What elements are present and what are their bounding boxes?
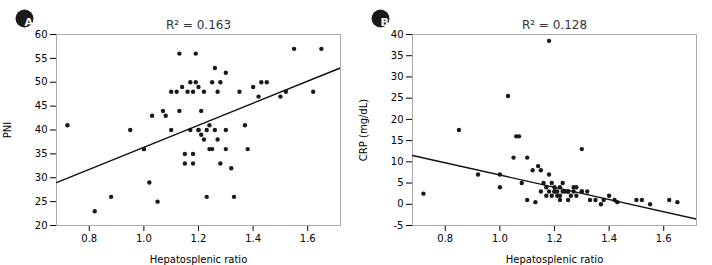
svg-text:1.6: 1.6 bbox=[656, 233, 672, 244]
svg-text:40: 40 bbox=[35, 124, 48, 135]
svg-text:1.0: 1.0 bbox=[136, 233, 152, 244]
svg-text:0: 0 bbox=[397, 198, 403, 209]
svg-text:35: 35 bbox=[391, 50, 404, 61]
svg-text:20: 20 bbox=[391, 114, 404, 125]
svg-text:R² = 0.163: R² = 0.163 bbox=[166, 18, 231, 32]
svg-text:25: 25 bbox=[35, 196, 48, 207]
svg-text:0.8: 0.8 bbox=[81, 233, 97, 244]
svg-text:1.4: 1.4 bbox=[601, 233, 617, 244]
svg-text:60: 60 bbox=[35, 29, 48, 40]
svg-text:R² = 0.128: R² = 0.128 bbox=[522, 18, 587, 32]
svg-text:PNI: PNI bbox=[2, 122, 13, 138]
svg-text:10: 10 bbox=[391, 156, 404, 167]
svg-text:CRP (mg/dL): CRP (mg/dL) bbox=[358, 99, 369, 161]
svg-text:1.4: 1.4 bbox=[245, 233, 261, 244]
svg-text:0.8: 0.8 bbox=[437, 233, 453, 244]
svg-text:1.2: 1.2 bbox=[547, 233, 563, 244]
svg-text:Hepatosplenic ratio: Hepatosplenic ratio bbox=[150, 254, 248, 265]
svg-text:5: 5 bbox=[397, 177, 403, 188]
svg-text:40: 40 bbox=[391, 29, 404, 40]
svg-text:45: 45 bbox=[35, 100, 48, 111]
svg-text:35: 35 bbox=[35, 148, 48, 159]
svg-text:50: 50 bbox=[35, 76, 48, 87]
svg-text:30: 30 bbox=[391, 71, 404, 82]
svg-text:20: 20 bbox=[35, 220, 48, 231]
svg-text:55: 55 bbox=[35, 53, 48, 64]
svg-text:1.6: 1.6 bbox=[300, 233, 316, 244]
svg-text:1.0: 1.0 bbox=[492, 233, 508, 244]
svg-text:30: 30 bbox=[35, 172, 48, 183]
svg-text:-5: -5 bbox=[394, 220, 404, 231]
svg-text:25: 25 bbox=[391, 92, 404, 103]
svg-text:A: A bbox=[25, 16, 34, 29]
svg-text:1.2: 1.2 bbox=[191, 233, 207, 244]
svg-text:15: 15 bbox=[391, 135, 404, 146]
svg-text:Hepatosplenic ratio: Hepatosplenic ratio bbox=[506, 254, 604, 265]
svg-text:B: B bbox=[381, 16, 389, 29]
